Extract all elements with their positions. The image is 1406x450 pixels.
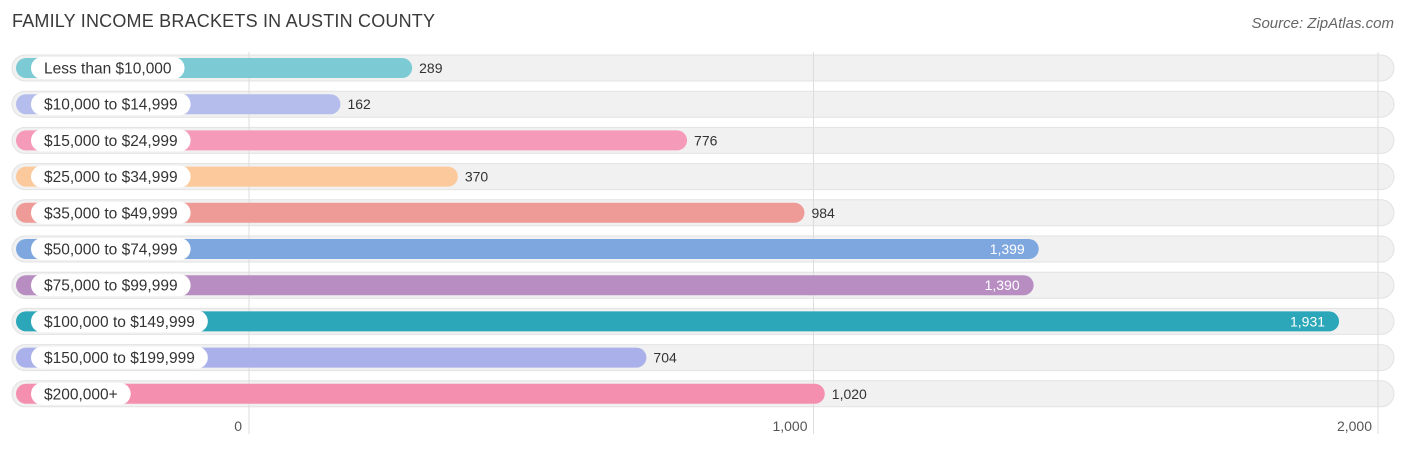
category-label: $15,000 to $24,999 [44, 133, 178, 150]
tick-label: 2,000 [1337, 418, 1372, 434]
value-label: 1,931 [1290, 313, 1325, 329]
bar [16, 311, 1340, 332]
category-pill [31, 129, 191, 152]
value-label: 1,399 [990, 241, 1025, 257]
value-label: 162 [347, 96, 371, 112]
tick-label: 0 [234, 418, 242, 434]
category-label: Less than $10,000 [44, 61, 172, 78]
value-label: 1,390 [985, 277, 1020, 293]
category-pill [31, 382, 131, 405]
value-label: 776 [694, 132, 718, 148]
category-pill [31, 310, 208, 333]
category-pill [31, 201, 191, 224]
category-label: $200,000+ [44, 386, 118, 403]
bars: Less than $10,000 289 $10,000 to $14,999 16… [11, 52, 1395, 434]
tick-label: 1,000 [772, 418, 807, 434]
bar [16, 202, 805, 223]
category-label: $10,000 to $14,999 [44, 97, 178, 114]
category-pill [31, 238, 191, 260]
value-label: 984 [811, 205, 835, 221]
bar-track [11, 90, 1395, 118]
bar [16, 275, 1034, 296]
x-axis-ticks: 0 1,000 2,000 [234, 418, 1372, 434]
source-attribution: Source: ZipAtlas.com [1251, 15, 1394, 32]
value-label: 704 [653, 350, 677, 366]
category-pill [31, 57, 185, 79]
category-pill [31, 165, 191, 188]
category-label: $50,000 to $74,999 [44, 242, 178, 259]
value-label: 289 [419, 60, 443, 76]
category-pill [31, 93, 191, 116]
category-label: $35,000 to $49,999 [44, 205, 178, 222]
bar [16, 239, 1039, 259]
category-label: $25,000 to $34,999 [44, 169, 178, 186]
value-label: 1,020 [832, 386, 867, 402]
bar [16, 383, 825, 404]
category-label: $100,000 to $149,999 [44, 314, 195, 331]
category-pill [31, 346, 208, 369]
value-label: 370 [465, 169, 489, 185]
chart-title: FAMILY INCOME BRACKETS IN AUSTIN COUNTY [12, 11, 436, 31]
category-pill [31, 274, 191, 297]
category-label: $150,000 to $199,999 [44, 350, 195, 367]
category-label: $75,000 to $99,999 [44, 278, 178, 295]
